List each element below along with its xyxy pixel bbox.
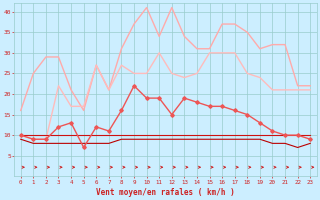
X-axis label: Vent moyen/en rafales ( km/h ): Vent moyen/en rafales ( km/h )	[96, 188, 235, 197]
